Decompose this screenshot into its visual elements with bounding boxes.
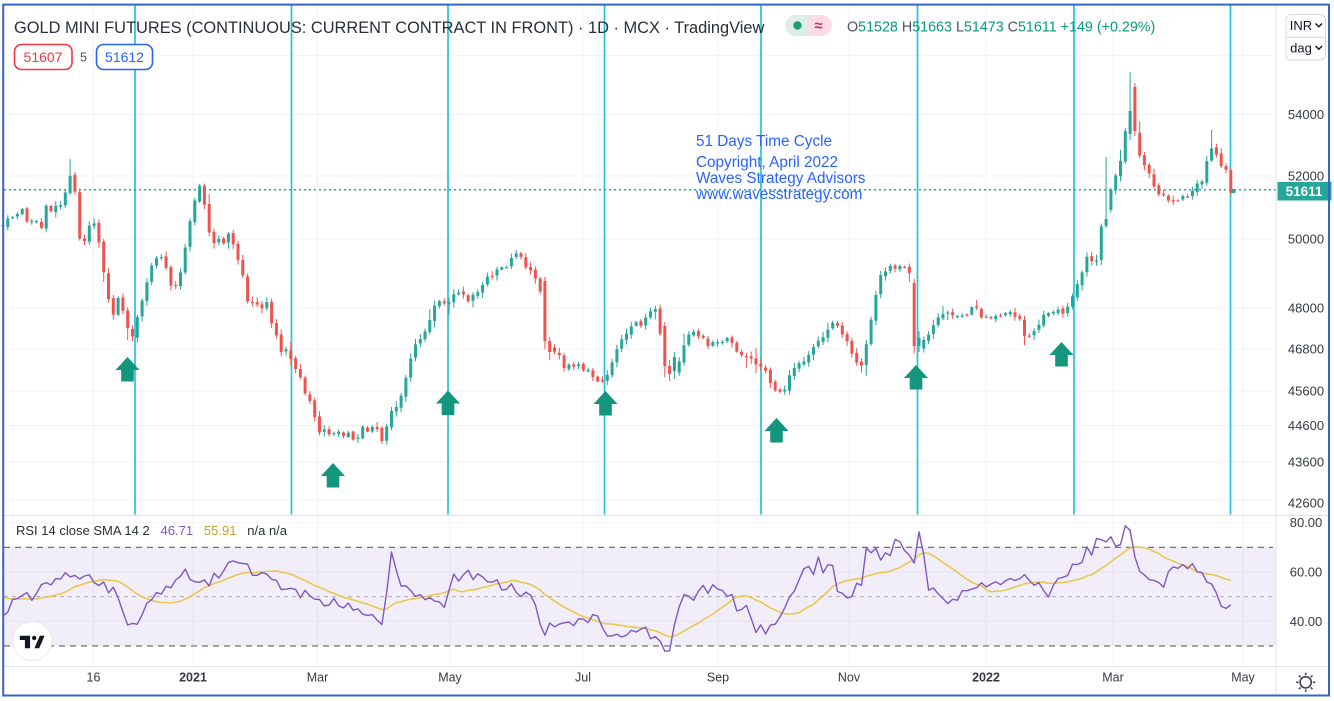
svg-text:INR: INR [1290, 18, 1312, 33]
svg-text:5: 5 [80, 51, 87, 65]
svg-text:52000: 52000 [1288, 169, 1324, 184]
svg-text:dag: dag [1290, 41, 1312, 56]
svg-text:40.00: 40.00 [1290, 614, 1323, 629]
svg-text:50000: 50000 [1288, 232, 1324, 247]
svg-text:www.wavesstrategy.com: www.wavesstrategy.com [695, 186, 862, 203]
svg-text:May: May [438, 671, 462, 685]
svg-text:44600: 44600 [1288, 418, 1324, 433]
svg-text:42600: 42600 [1288, 496, 1324, 511]
svg-text:Jul: Jul [575, 671, 591, 685]
svg-text:45600: 45600 [1288, 384, 1324, 399]
svg-text:16: 16 [87, 671, 101, 685]
svg-text:Mar: Mar [1102, 671, 1124, 685]
svg-text:60.00: 60.00 [1290, 564, 1323, 579]
svg-text:RSI 14 close SMA 14 2 46.71: RSI 14 close SMA 14 2 46.71 55.91 n/a n/… [16, 523, 288, 538]
svg-text:51 Days Time Cycle: 51 Days Time Cycle [696, 133, 832, 150]
svg-text:43600: 43600 [1288, 455, 1324, 470]
svg-text:46800: 46800 [1288, 342, 1324, 357]
svg-text:80.00: 80.00 [1290, 515, 1323, 530]
svg-text:Copyright, April 2022: Copyright, April 2022 [696, 154, 838, 171]
svg-text:Waves Strategy Advisors: Waves Strategy Advisors [696, 170, 866, 187]
svg-text:O51528 H51663 L51473 C51611 +1: O51528 H51663 L51473 C51611 +149 (+0.29%… [847, 20, 1155, 36]
svg-text:GOLD MINI FUTURES (CONTINUOUS:: GOLD MINI FUTURES (CONTINUOUS: CURRENT C… [14, 19, 765, 37]
svg-text:Mar: Mar [307, 671, 329, 685]
svg-text:2021: 2021 [179, 671, 207, 685]
svg-text:Sep: Sep [707, 671, 729, 685]
svg-text:2022: 2022 [972, 671, 1000, 685]
svg-text:51612: 51612 [105, 49, 144, 65]
svg-text:48000: 48000 [1288, 301, 1324, 316]
svg-text:Nov: Nov [838, 671, 861, 685]
svg-text:51611: 51611 [1286, 184, 1323, 199]
svg-text:May: May [1231, 671, 1255, 685]
svg-text:51607: 51607 [24, 49, 63, 65]
svg-text:54000: 54000 [1288, 107, 1324, 122]
svg-text:≈: ≈ [814, 18, 822, 35]
